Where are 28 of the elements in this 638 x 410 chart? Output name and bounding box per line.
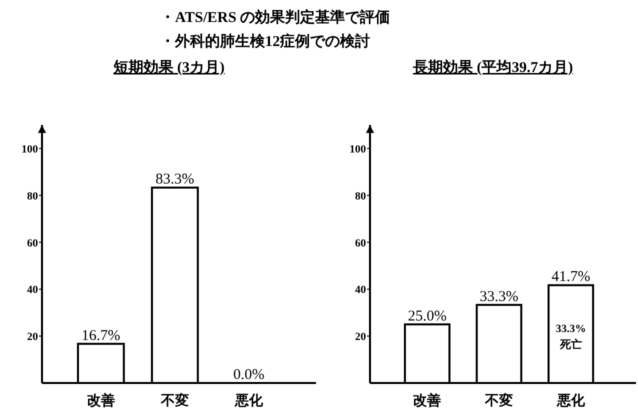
annotation: ・外科的肺生検12症例での検討 [160,34,370,50]
title: 長期効果 (平均39.7カ月) [413,60,573,76]
data-label: 33.3% [480,288,518,305]
xtick: 改善 [413,394,442,409]
ytick: 20 [355,331,366,344]
data-label: 25.0% [408,308,447,324]
xtick: 不変 [485,394,513,409]
xtick: 悪化 [556,394,585,409]
ytick: 80 [355,190,366,202]
ytick: 100 [350,143,366,156]
title: 短期効果 (3カ月) [113,60,225,76]
data-label: 16.7% [82,328,120,344]
data-label: 83.3% [156,172,194,188]
ytick: 80 [27,190,38,202]
ytick: 40 [355,284,366,296]
annotation: ・ATS/ERS の効果判定基準で評価 [160,10,390,26]
xtick: 不変 [160,394,189,409]
ytick: 100 [22,143,38,156]
xtick: 悪化 [234,394,263,409]
ytick: 60 [355,237,366,250]
data-label: 0.0% [233,367,264,383]
annotation: 死亡 [560,339,582,351]
data-label: 41.7% [551,269,590,286]
ytick: 40 [27,284,38,296]
ytick: 60 [27,237,38,250]
xtick: 改善 [86,394,115,409]
annotation: 33.3% [556,323,586,335]
ytick: 20 [27,331,38,344]
